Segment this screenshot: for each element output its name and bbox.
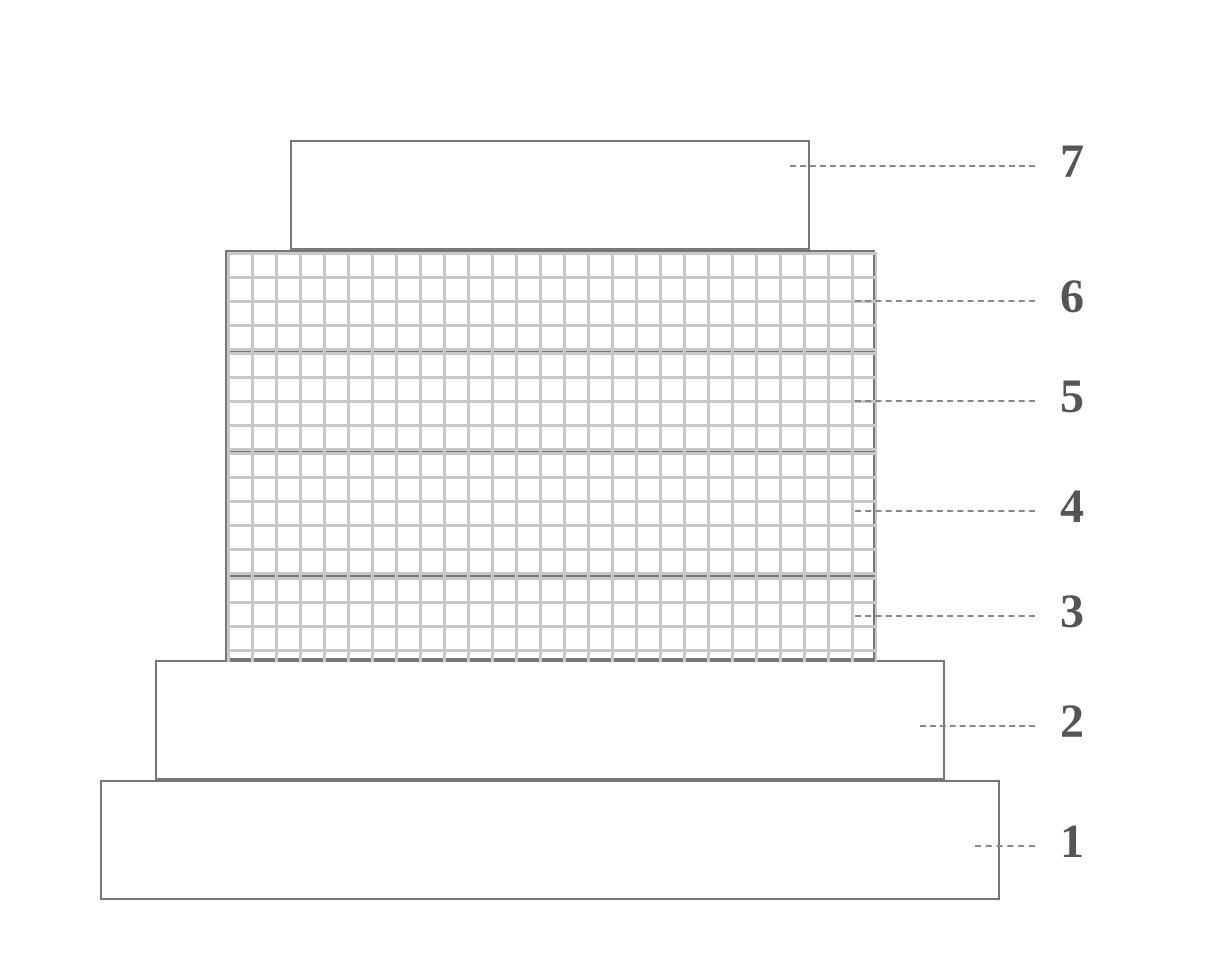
- label-4: 4: [1060, 479, 1084, 534]
- label-7: 7: [1060, 134, 1084, 189]
- layer-3-pattern: [227, 577, 873, 658]
- layer-3: [225, 575, 875, 660]
- leader-1: [975, 845, 1035, 847]
- layer-5-pattern: [227, 352, 873, 448]
- layer-2: [155, 660, 945, 780]
- label-6: 6: [1060, 269, 1084, 324]
- layer-4: [225, 450, 875, 575]
- layer-6: [225, 250, 875, 350]
- leader-4: [855, 510, 1035, 512]
- label-1: 1: [1060, 814, 1084, 869]
- label-5: 5: [1060, 369, 1084, 424]
- layer-5: [225, 350, 875, 450]
- leader-5: [855, 400, 1035, 402]
- diagram-stage: 7 6 5 4 3 2 1: [0, 0, 1210, 963]
- leader-2: [920, 725, 1035, 727]
- leader-6: [855, 300, 1035, 302]
- layer-6-pattern: [227, 252, 873, 348]
- layer-4-pattern: [227, 452, 873, 573]
- label-2: 2: [1060, 694, 1084, 749]
- leader-3: [855, 615, 1035, 617]
- label-3: 3: [1060, 584, 1084, 639]
- leader-7: [790, 165, 1035, 167]
- layer-1: [100, 780, 1000, 900]
- layer-7: [290, 140, 810, 250]
